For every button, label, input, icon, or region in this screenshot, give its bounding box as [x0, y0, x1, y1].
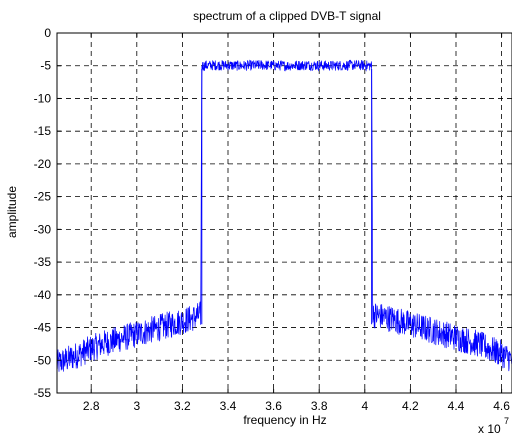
data-point	[114, 340, 115, 341]
data-point	[307, 65, 308, 66]
y-tick-label: -40	[34, 288, 52, 302]
data-point	[467, 340, 468, 341]
data-point	[182, 321, 183, 322]
data-point	[478, 343, 479, 344]
data-point	[371, 65, 372, 66]
data-point	[399, 321, 400, 322]
x-tick-label: 4.2	[402, 399, 419, 413]
series-line	[57, 59, 512, 372]
data-point	[68, 358, 69, 359]
data-point	[159, 327, 160, 328]
x-tick-label: 3	[133, 399, 140, 413]
x-tick-label: 4	[361, 399, 368, 413]
data-point	[421, 327, 422, 328]
plot-area	[57, 59, 512, 372]
y-axis-label: amplitude	[5, 186, 19, 238]
x-tick-label: 3.4	[220, 399, 237, 413]
x-tick-label: 3.8	[311, 399, 328, 413]
data-point	[200, 314, 201, 315]
data-point	[387, 317, 388, 318]
y-tick-label: -50	[34, 353, 52, 367]
y-tick-label: -20	[34, 157, 52, 171]
data-point	[330, 65, 331, 66]
data-point	[353, 65, 354, 66]
data-point	[102, 343, 103, 344]
x-tick-label: 4.4	[448, 399, 465, 413]
x-axis-label: frequency in Hz	[243, 413, 326, 427]
y-tick-label: -10	[34, 91, 52, 105]
y-tick-label: -55	[34, 386, 52, 400]
y-tick-label: -15	[34, 124, 52, 138]
data-point	[285, 65, 286, 66]
y-tick-label: 0	[44, 26, 51, 40]
x-tick-label: 4.6	[493, 399, 510, 413]
data-point	[444, 334, 445, 335]
grid	[57, 33, 512, 393]
x-tick-label: 3.6	[265, 399, 282, 413]
data-point	[456, 337, 457, 338]
data-point	[216, 65, 217, 66]
data-point	[490, 349, 491, 350]
y-tick-label: -25	[34, 190, 52, 204]
x-tick-label: 2.8	[83, 399, 100, 413]
data-point	[410, 324, 411, 325]
data-point	[501, 353, 502, 354]
data-point	[372, 314, 373, 315]
chart-title: spectrum of a clipped DVB-T signal	[193, 9, 381, 23]
axis-ticks: 2.8 3 3.2 3.4 3.6 3.8 4 4.2 4.4 4.6 0 -5 -10 -15 -20 -2…	[34, 26, 511, 413]
data-point	[201, 65, 202, 66]
data-point	[193, 317, 194, 318]
x-scale-exponent: 7	[504, 416, 509, 426]
data-point	[79, 353, 80, 354]
data-point	[136, 334, 137, 335]
y-tick-label: -45	[34, 321, 52, 335]
data-point	[91, 348, 92, 349]
y-tick-label: -30	[34, 222, 52, 236]
y-tick-label: -35	[34, 255, 52, 269]
axes-frame	[56, 32, 512, 394]
y-tick-label: -5	[40, 59, 51, 73]
data-point	[239, 65, 240, 66]
x-scale-note: x 10	[478, 422, 501, 436]
data-point	[262, 65, 263, 66]
data-point	[171, 324, 172, 325]
data-point	[125, 337, 126, 338]
data-point	[148, 330, 149, 331]
x-tick-label: 3.2	[174, 399, 191, 413]
data-point	[433, 330, 434, 331]
